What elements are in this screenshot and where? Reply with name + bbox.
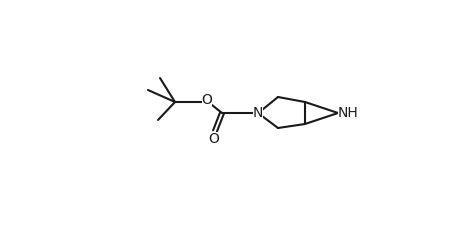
Text: N: N: [253, 106, 263, 120]
Text: NH: NH: [338, 106, 358, 120]
Text: O: O: [209, 132, 219, 146]
Text: O: O: [202, 93, 212, 107]
